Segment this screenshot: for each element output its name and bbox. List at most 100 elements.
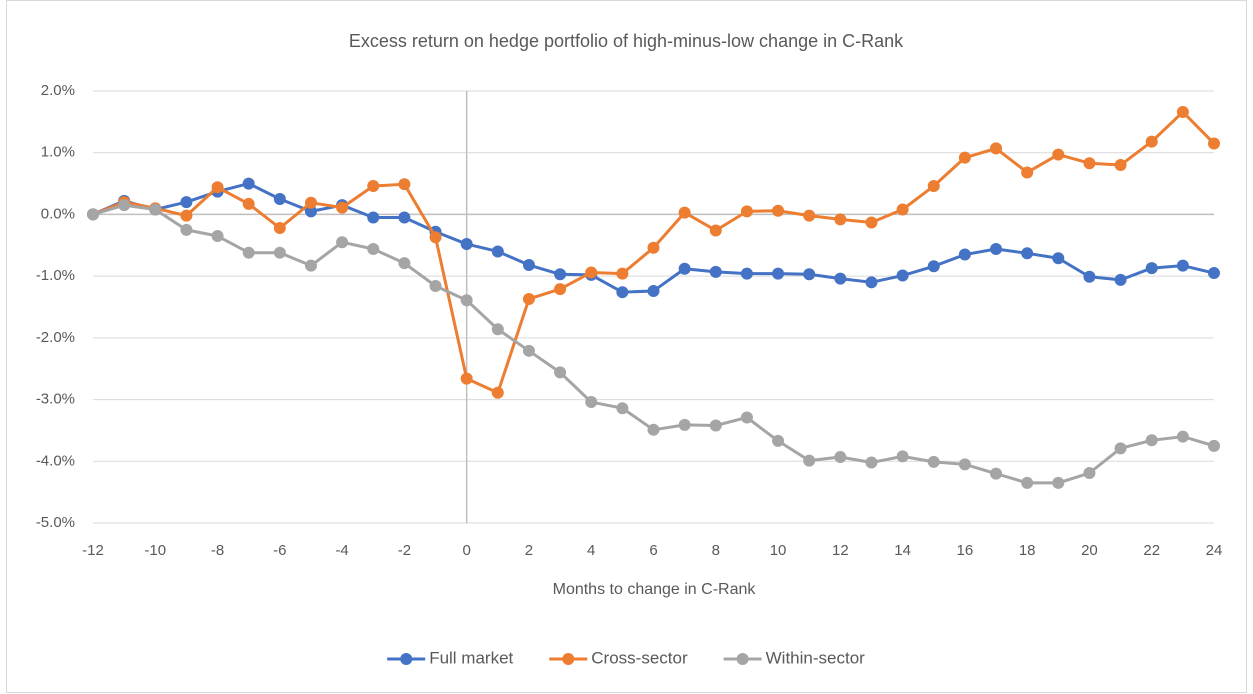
data-point <box>87 208 99 221</box>
data-point <box>273 193 286 205</box>
data-point <box>491 323 504 336</box>
data-point <box>491 245 504 258</box>
data-point <box>647 284 660 297</box>
data-point <box>834 450 847 463</box>
data-point <box>834 213 847 226</box>
x-tick-label: -6 <box>273 542 286 559</box>
data-point <box>740 267 753 280</box>
data-point <box>678 418 691 431</box>
data-point <box>1052 252 1065 265</box>
data-point <box>772 267 785 280</box>
chart-title: Excess return on hedge portfolio of high… <box>349 31 904 51</box>
data-point <box>1145 434 1158 447</box>
data-point <box>273 222 286 235</box>
data-point <box>1208 439 1220 452</box>
data-point <box>180 223 193 236</box>
x-tick-label: 12 <box>832 542 849 559</box>
data-point <box>554 268 567 281</box>
x-axis-title: Months to change in C-Rank <box>553 581 757 598</box>
data-point <box>460 294 473 307</box>
data-point <box>709 265 722 278</box>
data-point <box>740 411 753 424</box>
data-point <box>647 241 660 254</box>
data-point <box>398 178 411 191</box>
data-point <box>522 344 535 357</box>
data-point <box>273 246 286 259</box>
data-point <box>740 205 753 218</box>
x-tick-label: 0 <box>462 542 470 559</box>
data-point <box>304 205 317 218</box>
legend-label: Cross-sector <box>591 648 688 667</box>
grid <box>93 90 1214 524</box>
data-point <box>336 201 349 214</box>
data-point <box>429 280 442 293</box>
data-point <box>990 242 1003 255</box>
x-tick-label: -2 <box>398 542 411 559</box>
data-point <box>304 259 317 272</box>
data-point <box>149 203 162 216</box>
data-point <box>118 199 131 212</box>
x-tick-label: -10 <box>144 542 166 559</box>
x-tick-label: 14 <box>894 542 911 559</box>
data-point <box>585 266 598 279</box>
data-point <box>429 231 442 244</box>
x-tick-label: 16 <box>957 542 974 559</box>
data-point <box>772 204 785 217</box>
x-tick-label: 10 <box>770 542 787 559</box>
data-point <box>616 402 629 415</box>
x-tick-label: 6 <box>649 542 657 559</box>
data-point <box>709 419 722 432</box>
data-point <box>522 259 535 272</box>
x-tick-label: 2 <box>525 542 533 559</box>
data-point <box>554 366 567 379</box>
legend-marker <box>400 653 413 665</box>
data-point <box>242 246 255 259</box>
x-tick-label: 22 <box>1143 542 1160 559</box>
data-point <box>958 458 971 471</box>
legend-marker <box>562 653 575 665</box>
data-point <box>367 180 380 193</box>
data-point <box>398 211 411 224</box>
data-point <box>990 467 1003 480</box>
data-point <box>865 216 878 229</box>
data-point <box>834 272 847 285</box>
y-tick-label: 2.0% <box>41 82 75 99</box>
data-point <box>1083 157 1096 170</box>
data-point <box>491 386 504 399</box>
y-tick-label: -1.0% <box>36 267 75 284</box>
data-point <box>772 434 785 447</box>
data-point <box>958 248 971 261</box>
y-tick-label: 1.0% <box>41 144 75 161</box>
data-point <box>616 267 629 280</box>
legend-label: Full market <box>429 648 513 667</box>
data-point <box>865 276 878 289</box>
data-point <box>678 262 691 275</box>
data-point <box>1208 267 1220 280</box>
data-point <box>398 257 411 270</box>
data-point <box>522 292 535 305</box>
x-tick-label: -12 <box>82 542 104 559</box>
data-point <box>1021 166 1034 179</box>
y-tick-label: -4.0% <box>36 452 75 469</box>
data-point <box>1114 442 1127 455</box>
data-point <box>211 181 224 194</box>
data-point <box>865 456 878 469</box>
data-point <box>709 224 722 237</box>
data-point <box>896 450 909 463</box>
data-point <box>678 206 691 219</box>
data-point <box>1052 476 1065 489</box>
data-point <box>336 236 349 249</box>
data-point <box>958 151 971 164</box>
chart-border <box>6 0 1247 693</box>
data-point <box>896 203 909 216</box>
y-tick-label: -2.0% <box>36 329 75 346</box>
data-point <box>180 196 193 209</box>
data-point <box>460 238 473 251</box>
x-tick-label: 18 <box>1019 542 1036 559</box>
data-point <box>242 177 255 190</box>
data-point <box>1145 135 1158 148</box>
x-tick-label: 4 <box>587 542 595 559</box>
data-point <box>803 268 816 281</box>
y-tick-label: 0.0% <box>41 205 75 222</box>
data-point <box>1083 270 1096 283</box>
